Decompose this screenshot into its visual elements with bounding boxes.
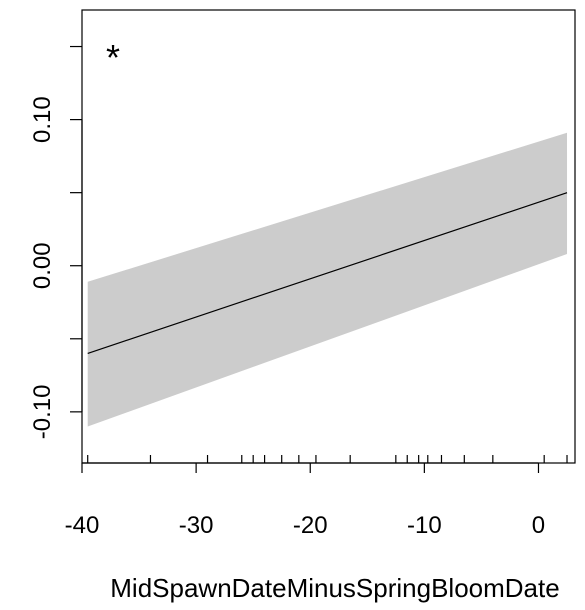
- y-tick-label: -0.10: [29, 385, 56, 440]
- x-tick-label: -30: [179, 512, 214, 539]
- y-tick-label: 0.00: [29, 242, 56, 289]
- x-axis: -40 -30 -20 -10 0: [65, 462, 545, 539]
- fit-line: [87, 192, 568, 354]
- significance-annotation: *: [106, 37, 120, 78]
- y-axis: -0.10 0.00 0.10: [29, 45, 83, 440]
- confidence-band: [87, 132, 568, 427]
- plot-line-layer: [87, 192, 568, 354]
- y-tick-label: 0.10: [29, 96, 56, 143]
- x-axis-title: MidSpawnDateMinusSpringBloomDate: [110, 573, 559, 603]
- x-tick-label: 0: [532, 512, 545, 539]
- x-tick-label: -10: [407, 512, 442, 539]
- x-tick-label: -40: [65, 512, 100, 539]
- rug: [87, 455, 568, 463]
- plot-band-layer: [87, 132, 568, 427]
- x-tick-label: -20: [293, 512, 328, 539]
